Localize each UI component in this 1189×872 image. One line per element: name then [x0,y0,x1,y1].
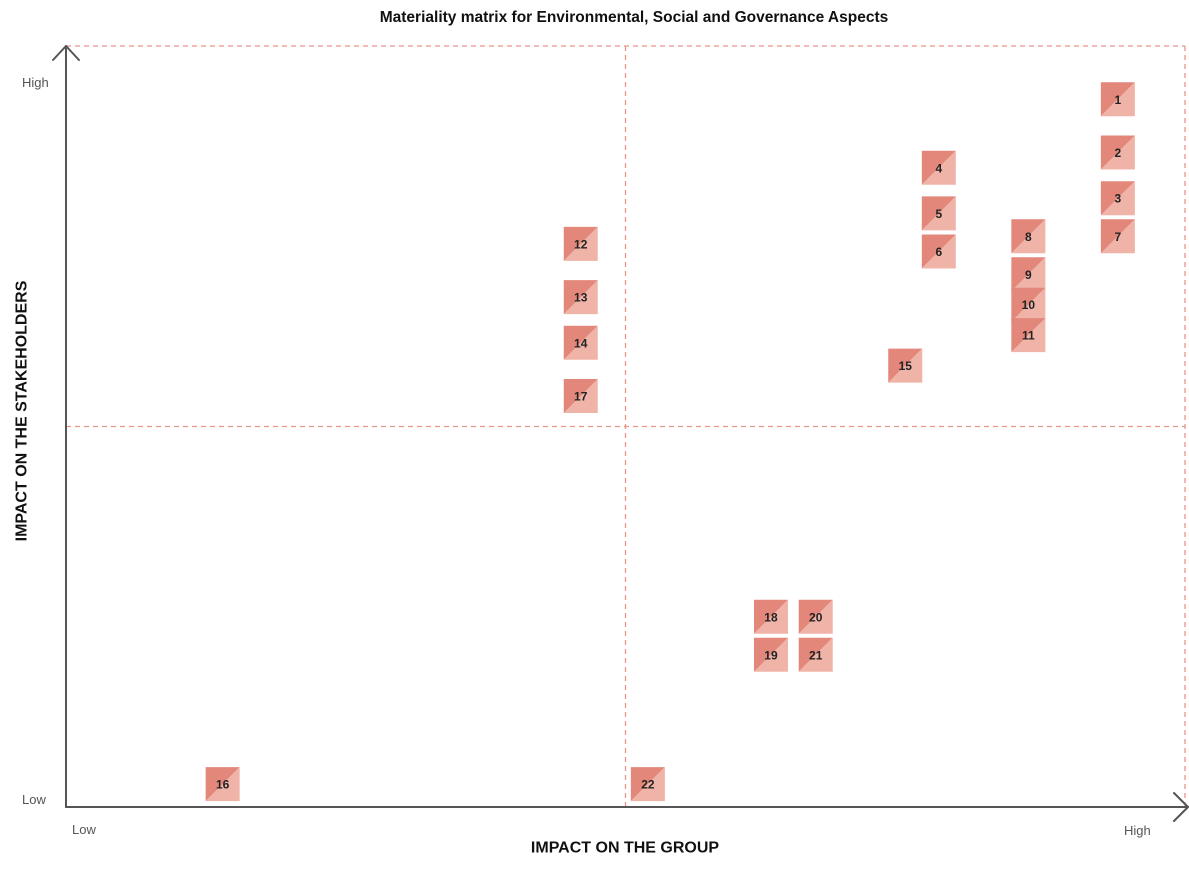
marker-10: 10 [1011,287,1046,322]
marker-label: 12 [574,237,588,251]
marker-4: 4 [921,150,956,185]
marker-22: 22 [630,767,665,802]
marker-label: 2 [1115,146,1122,160]
marker-light-half [563,280,598,315]
x-tick-high: High [1124,823,1151,838]
marker-light-half [921,234,956,269]
marker-label: 7 [1115,230,1122,244]
marker-light-half [1011,257,1046,292]
marker-light-half [1011,219,1046,254]
marker-8: 8 [1011,219,1046,254]
marker-label: 6 [935,245,942,259]
marker-light-half [888,348,923,383]
marker-label: 8 [1025,230,1032,244]
dashed-frame [66,45,1186,807]
marker-1: 1 [1100,82,1135,117]
marker-light-half [1100,219,1135,254]
marker-label: 10 [1022,298,1036,312]
y-tick-low: Low [22,792,46,807]
marker-label: 9 [1025,268,1032,282]
marker-dark-half [1011,219,1046,254]
marker-light-half [921,196,956,231]
marker-light-half [921,150,956,185]
marker-light-half [1100,82,1135,117]
marker-dark-half [1011,257,1046,292]
marker-5: 5 [921,196,956,231]
marker-12: 12 [563,226,598,261]
marker-label: 4 [935,161,942,175]
marker-label: 22 [641,778,655,792]
y-axis-title: IMPACT ON THE STAKEHOLDERS [14,280,31,541]
marker-light-half [798,599,833,634]
marker-label: 17 [574,390,588,404]
marker-14: 14 [563,325,598,360]
marker-label: 19 [764,648,778,662]
marker-label: 20 [809,610,823,624]
marker-light-half [563,379,598,414]
x-tick-low: Low [72,822,96,837]
marker-label: 15 [899,359,913,373]
marker-21: 21 [798,637,833,672]
marker-light-half [1100,135,1135,170]
marker-15: 15 [888,348,923,383]
marker-20: 20 [798,599,833,634]
marker-dark-half [563,226,598,261]
marker-light-half [563,226,598,261]
marker-3: 3 [1100,181,1135,216]
marker-dark-half [1011,287,1046,322]
marker-light-half [798,637,833,672]
marker-light-half [1011,287,1046,322]
marker-16: 16 [205,767,240,802]
marker-19: 19 [753,637,788,672]
marker-17: 17 [563,379,598,414]
x-axis-arrowhead [1173,792,1189,822]
y-axis-arrowhead [52,45,80,61]
marker-9: 9 [1011,257,1046,292]
marker-label: 1 [1115,93,1122,107]
chart-title: Materiality matrix for Environmental, So… [380,9,889,26]
marker-label: 18 [764,610,778,624]
marker-light-half [1011,318,1046,353]
marker-label: 21 [809,648,823,662]
marker-7: 7 [1100,219,1135,254]
marker-light-half [753,599,788,634]
marker-light-half [563,325,598,360]
y-tick-high: High [22,75,49,90]
marker-label: 3 [1115,192,1122,206]
marker-light-half [1100,181,1135,216]
marker-label: 13 [574,291,588,305]
marker-light-half [205,767,240,802]
marker-light-half [753,637,788,672]
marker-label: 14 [574,336,588,350]
marker-label: 11 [1022,329,1035,343]
marker-11: 11 [1011,318,1046,353]
marker-dark-half [1011,318,1046,353]
marker-13: 13 [563,280,598,315]
marker-label: 5 [935,207,942,221]
x-axis-title: IMPACT ON THE GROUP [531,839,719,856]
axes [52,45,1189,822]
marker-2: 2 [1100,135,1135,170]
marker-label: 16 [216,778,230,792]
marker-18: 18 [753,599,788,634]
marker-light-half [630,767,665,802]
marker-6: 6 [921,234,956,269]
